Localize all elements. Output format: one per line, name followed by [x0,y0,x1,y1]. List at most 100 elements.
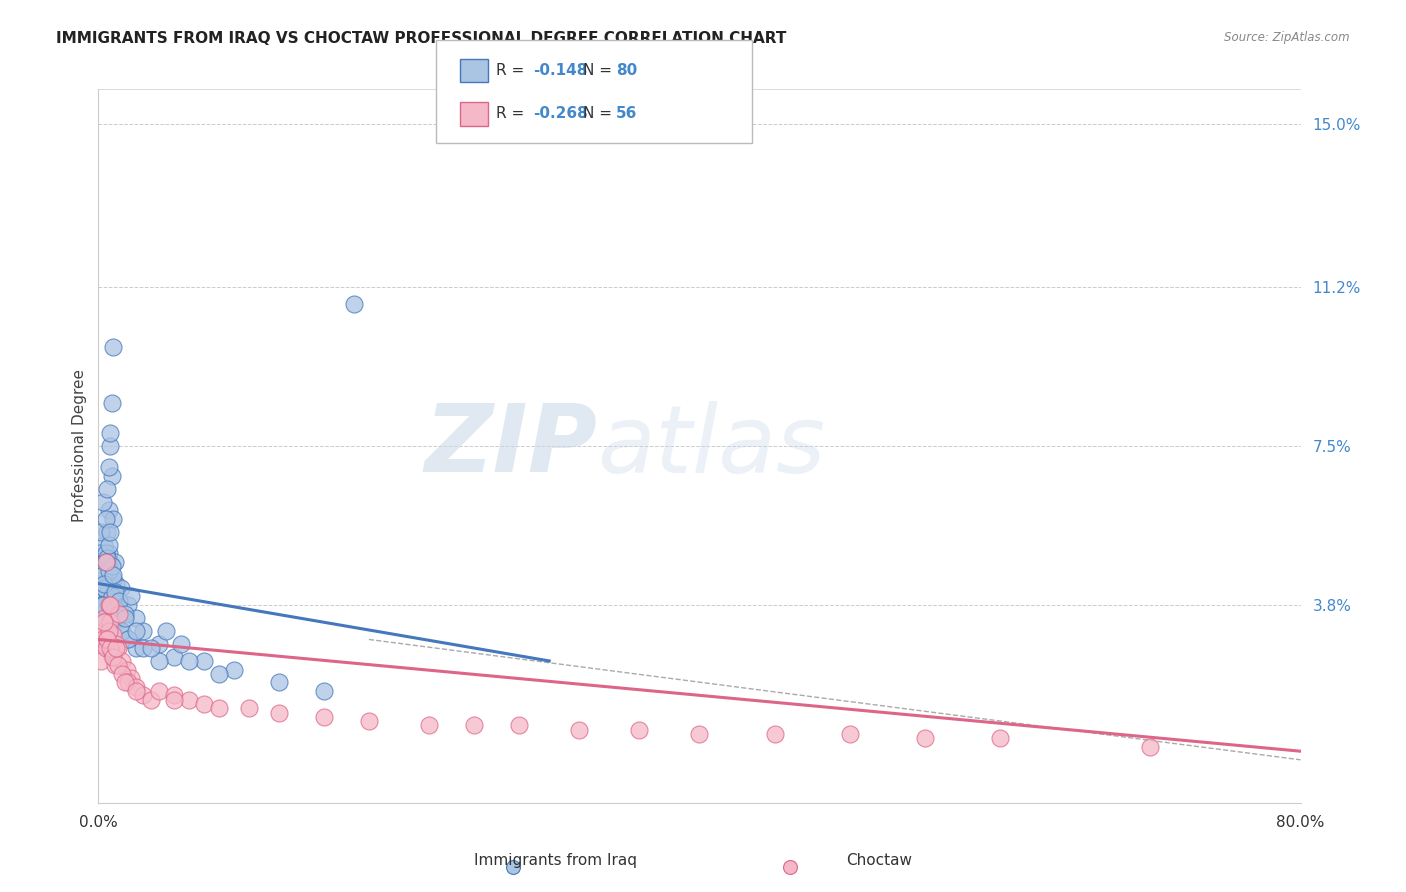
Point [105,637,128,651]
Point [90,598,112,612]
Point [90,607,112,621]
Point [132,641,155,656]
Point [97,503,120,517]
Point [110,624,132,638]
Point [132,624,155,638]
Point [107,611,129,625]
Point [238,701,260,715]
Point [110,581,132,595]
Point [914,731,936,746]
Point [101,602,124,616]
Point [93,555,115,569]
Text: 56: 56 [616,106,637,121]
Point [101,559,124,574]
Point [838,727,860,741]
Point [100,598,122,612]
Point [90,654,112,668]
Point [357,714,380,728]
Point [96,482,118,496]
Point [222,663,245,677]
Point [463,718,485,732]
Point [91,590,114,604]
Text: 80: 80 [616,63,637,78]
Point [94,555,117,569]
Point [125,624,148,638]
Point [101,469,124,483]
Text: IMMIGRANTS FROM IRAQ VS CHOCTAW PROFESSIONAL DEGREE CORRELATION CHART: IMMIGRANTS FROM IRAQ VS CHOCTAW PROFESSI… [56,31,786,46]
Text: ZIP: ZIP [425,400,598,492]
Point [103,593,125,607]
Point [94,632,117,647]
Point [148,654,170,668]
Point [132,689,155,703]
Point [97,546,120,560]
Point [148,684,170,698]
Point [628,723,651,737]
Point [312,710,335,724]
Y-axis label: Professional Degree: Professional Degree [72,369,87,523]
Point [94,641,117,656]
Text: R =: R = [496,106,530,121]
Point [96,550,118,565]
Point [105,641,128,656]
Point [96,585,118,599]
Point [97,460,120,475]
Point [177,654,200,668]
Point [139,641,162,656]
Point [121,590,143,604]
Text: -0.148: -0.148 [533,63,588,78]
Point [96,641,118,656]
Point [100,607,122,621]
Point [97,538,120,552]
Point [125,684,148,698]
Point [96,632,118,647]
Point [104,598,127,612]
Point [100,426,122,441]
Point [689,727,711,741]
Point [105,615,128,630]
Point [90,598,112,612]
Point [105,576,128,591]
Point [93,624,115,638]
Point [101,396,124,410]
Point [94,611,117,625]
Point [103,649,125,664]
Point [100,439,122,453]
Point [97,624,120,638]
Point [208,701,231,715]
Point [418,718,440,732]
Point [111,666,134,681]
Point [162,649,184,664]
Point [114,611,136,625]
Point [94,550,117,565]
Point [91,598,114,612]
Text: -0.268: -0.268 [533,106,588,121]
Point [103,572,125,586]
Point [148,637,170,651]
Point [91,564,114,578]
Point [107,641,129,656]
Point [96,524,118,539]
Point [117,598,139,612]
Point [100,524,122,539]
Point [93,581,115,595]
Point [170,637,193,651]
Point [93,538,115,552]
Point [125,611,148,625]
Text: Immigrants from Iraq: Immigrants from Iraq [474,854,637,868]
Point [193,654,215,668]
Point [90,524,112,539]
Point [208,666,231,681]
Point [267,675,290,690]
Point [100,641,122,656]
Point [91,590,114,604]
Text: N =: N = [583,106,617,121]
Point [100,555,122,569]
Point [96,555,118,569]
Point [115,663,138,677]
Point [91,495,114,509]
Point [101,602,124,616]
Point [125,641,148,656]
Point [89,546,111,560]
Point [988,731,1011,746]
